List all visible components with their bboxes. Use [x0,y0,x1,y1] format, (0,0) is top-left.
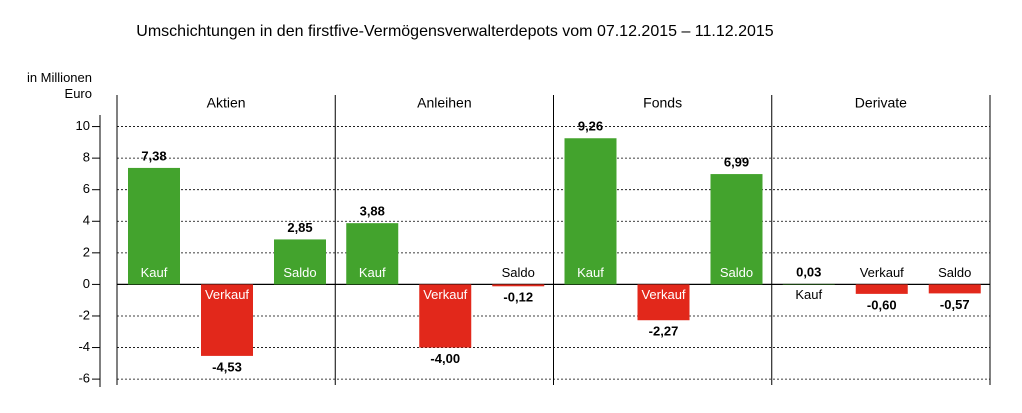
value-label: 6,99 [724,155,749,170]
y-tick-label: 8 [83,150,90,165]
bar-label: Kauf [577,265,604,280]
chart-title: Umschichtungen in den firstfive-Vermögen… [136,23,774,40]
value-label: -2,27 [649,324,679,339]
value-label: -0,57 [940,297,970,312]
bar-label: Saldo [720,265,753,280]
bar [637,284,690,321]
bar [201,284,253,356]
value-label: 3,88 [360,204,385,219]
y-tick-label: 6 [83,181,90,196]
y-tick-label: 4 [83,213,90,228]
bar-label: Verkauf [860,265,904,280]
panel-title: Anleihen [417,95,472,111]
y-tick-label: -2 [78,307,90,322]
value-label: 7,38 [141,148,166,163]
bar [274,239,326,285]
value-label: -0,12 [503,290,533,305]
bar-label: Verkauf [641,287,685,302]
value-label: -4,53 [212,359,242,374]
bar-label: Saldo [502,265,535,280]
bar-label: Kauf [141,265,168,280]
value-label: 9,26 [578,119,603,134]
y-axis-label: in Millionen Euro [26,70,92,101]
value-label: 0,03 [796,264,821,279]
value-label: 2,85 [287,220,312,235]
y-tick-label: -6 [78,371,90,386]
value-label: -4,00 [430,351,460,366]
panel-title: Derivate [855,95,907,111]
y-tick-label: 0 [83,276,90,291]
bar-label: Saldo [938,265,971,280]
y-tick-label: 10 [76,118,90,133]
bar [928,284,981,294]
bar [710,174,763,285]
bar [564,138,617,285]
bar-label: Verkauf [423,287,467,302]
bar-label: Kauf [795,287,822,302]
bar-label: Saldo [283,265,316,280]
value-label: -0,60 [867,297,897,312]
y-tick-label: -4 [78,339,90,354]
bar [419,284,472,348]
bar-label: Verkauf [205,287,249,302]
y-tick-label: 2 [83,244,90,259]
bar-label: Kauf [359,265,386,280]
bar [346,223,399,285]
bar [492,284,545,287]
panel-title: Aktien [207,95,246,111]
bar [128,167,180,285]
panel-title: Fonds [643,95,682,111]
bar [855,284,908,294]
